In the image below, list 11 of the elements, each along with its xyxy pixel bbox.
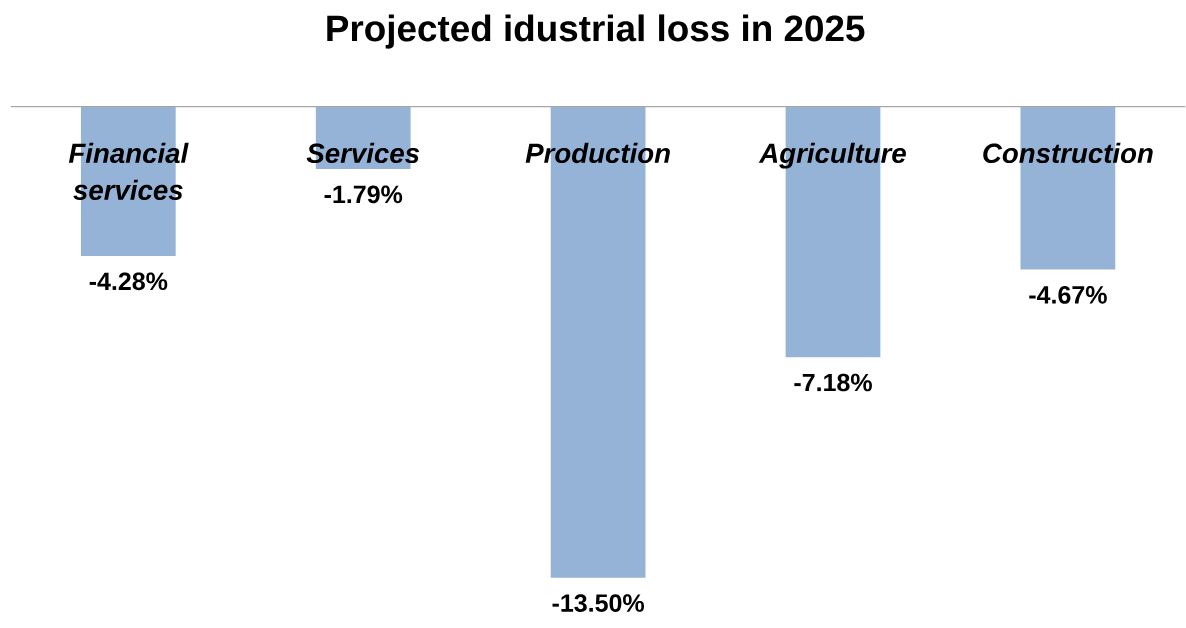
data-label: -4.67% — [1029, 286, 1107, 304]
data-label: -4.28% — [89, 272, 168, 291]
data-label: -7.18% — [794, 373, 872, 392]
x-tick-label: Production — [525, 142, 670, 164]
data-label: -1.79% — [324, 185, 403, 204]
chart-title: Projected idustrial loss in 2025 — [327, 14, 865, 49]
x-tick-label: Financial services — [68, 142, 189, 201]
x-tick-label: Construction — [983, 142, 1153, 164]
data-label: -13.50% — [552, 594, 644, 613]
x-tick-label: Services — [306, 142, 420, 164]
x-tick-label: Agriculture — [758, 142, 906, 169]
